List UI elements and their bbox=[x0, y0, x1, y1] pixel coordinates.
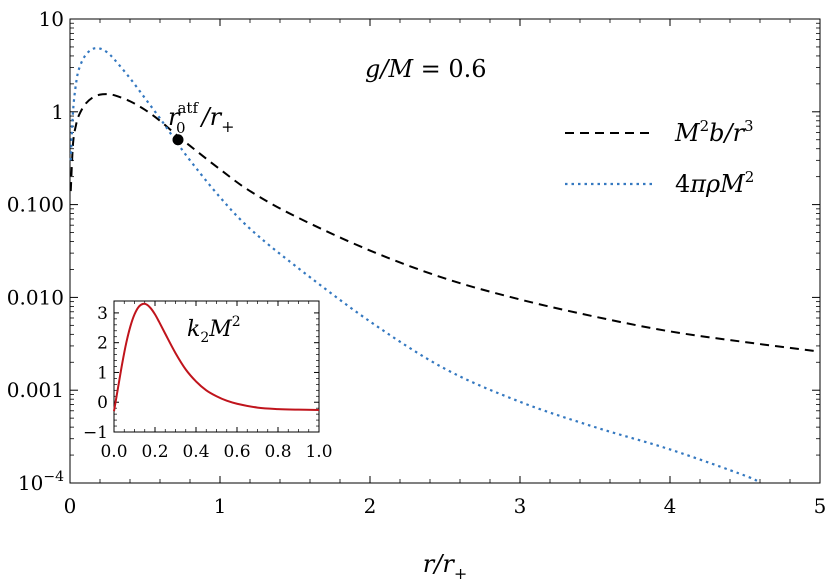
inset-label: k2M2 bbox=[187, 314, 241, 346]
main-series-layer bbox=[69, 47, 821, 484]
x-tick-label: 0 bbox=[64, 494, 77, 518]
y-tick-label: 10 bbox=[39, 7, 64, 31]
inset-background bbox=[86, 293, 326, 469]
inset-x-tick-label: 1.0 bbox=[305, 442, 332, 462]
y-tick-label: 1 bbox=[51, 100, 64, 124]
inset-x-tick-label: 0.2 bbox=[141, 442, 168, 462]
y-tick-label: 0.100 bbox=[7, 193, 64, 217]
x-axis-label: r/r+ bbox=[423, 550, 467, 583]
series-density-line bbox=[69, 47, 761, 484]
point-label: ratf 0/r+ bbox=[168, 99, 235, 137]
legend-label-curvature: M2b/r3 bbox=[674, 117, 754, 147]
y-tick-label: 10−4 bbox=[18, 469, 64, 495]
inset-y-tick-label: 2 bbox=[97, 334, 108, 354]
x-tick-label: 3 bbox=[514, 494, 527, 518]
inset-x-tick-label: 0.6 bbox=[223, 442, 250, 462]
x-tick-label: 2 bbox=[364, 494, 377, 518]
inset-y-tick-label: 0 bbox=[97, 393, 108, 413]
legend-label-density: 4πρM2 bbox=[675, 168, 754, 198]
inset-x-tick-label: 0.4 bbox=[182, 442, 209, 462]
inset-x-tick-label: 0.0 bbox=[100, 442, 127, 462]
annotations-layer: g/M = 0.6 ratf 0/r+ M2b/r3 4πρM2 bbox=[168, 55, 754, 198]
y-tick-label: 0.001 bbox=[7, 378, 64, 402]
inset-x-tick-label: 0.8 bbox=[264, 442, 291, 462]
inset-y-tick-label: −1 bbox=[83, 423, 108, 443]
x-tick-label: 1 bbox=[214, 494, 227, 518]
y-tick-label: 0.010 bbox=[7, 285, 64, 309]
parameter-annotation: g/M = 0.6 bbox=[365, 55, 487, 83]
x-tick-label: 4 bbox=[664, 494, 677, 518]
inset-plot: 0.0 0.2 0.4 0.6 0.8 1.0 −1 0 1 2 3 k2M2 bbox=[83, 293, 333, 469]
inset-series-line bbox=[113, 302, 320, 412]
plot-frame bbox=[69, 18, 821, 484]
inset-y-tick-label: 3 bbox=[97, 304, 108, 324]
x-tick-label: 5 bbox=[814, 494, 827, 518]
inset-y-tick-label: 1 bbox=[97, 363, 108, 383]
turning-point-marker bbox=[172, 134, 184, 146]
